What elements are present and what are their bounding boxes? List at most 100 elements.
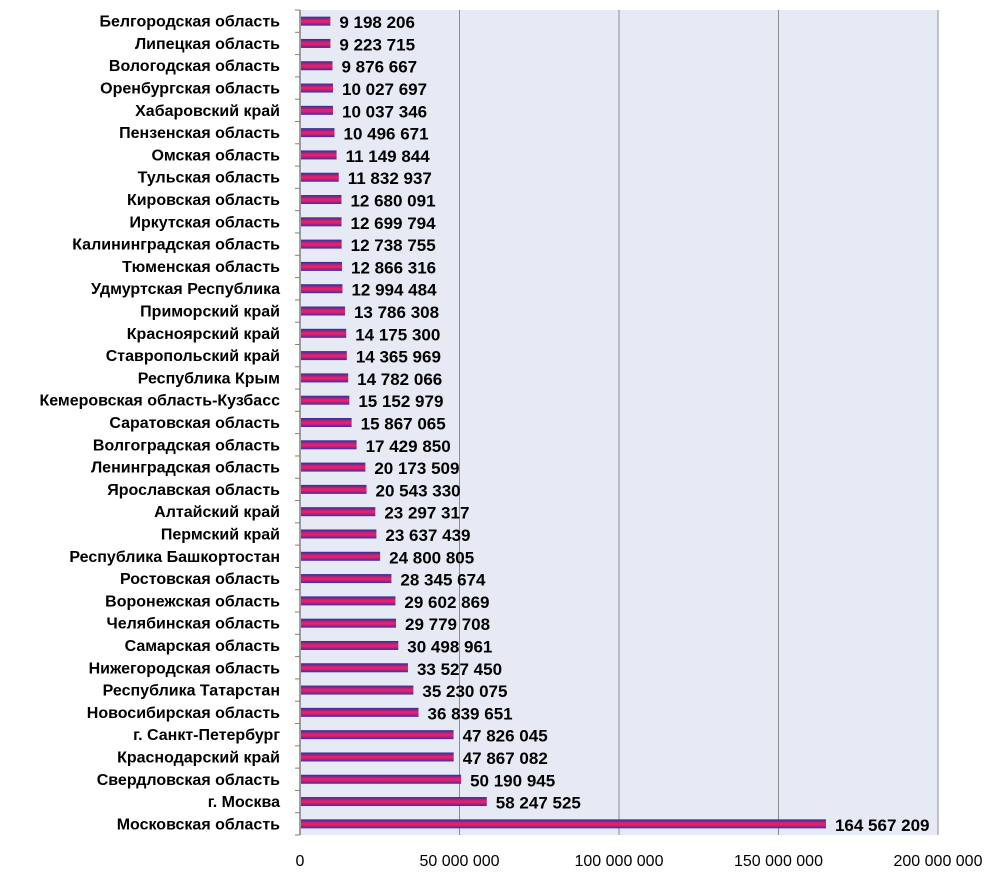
bar-23 [301,529,377,539]
category-label-32: г. Санкт-Петербург [133,727,280,744]
bar-13 [301,306,345,316]
value-label-6: 11 149 844 [346,147,431,166]
bar-29 [301,663,408,673]
category-label-35: г. Москва [208,794,280,811]
bar-26 [301,596,396,606]
bar-35 [301,797,487,807]
category-label-13: Приморский край [140,304,280,321]
bar-22 [301,507,376,517]
bar-14 [301,328,347,338]
value-label-36: 164 567 209 [835,816,930,835]
category-label-23: Пермский край [161,526,280,543]
value-label-34: 50 190 945 [470,771,555,790]
value-label-23: 23 637 439 [385,526,470,545]
category-label-1: Липецкая область [135,36,280,53]
x-axis-tick-labels: 0 50 000 000 100 000 000 150 000 000 200 000… [296,853,983,870]
category-label-16: Республика Крым [138,370,280,387]
value-label-26: 29 602 869 [404,593,489,612]
value-label-12: 12 994 484 [351,281,437,300]
bar-17 [301,395,350,405]
category-label-10: Калининградская область [72,237,280,254]
category-label-11: Тюменская область [122,259,280,276]
category-label-20: Ленинградская область [91,460,280,477]
bar-9 [301,217,342,227]
category-label-31: Новосибирская область [87,705,280,722]
bar-8 [301,195,342,205]
value-label-8: 12 680 091 [350,192,435,211]
bar-36 [301,819,826,829]
category-label-27: Челябинская область [107,616,281,633]
value-label-3: 10 027 697 [342,80,427,99]
bar-3 [301,83,333,93]
value-label-33: 47 867 082 [463,749,548,768]
value-label-30: 35 230 075 [422,682,507,701]
category-label-25: Ростовская область [120,571,280,588]
bar-7 [301,172,339,182]
x-tick-label-2: 100 000 000 [575,853,664,870]
bars [301,16,826,829]
bar-31 [301,707,419,717]
category-label-17: Кемеровская область-Кузбасс [39,393,280,410]
value-label-10: 12 738 755 [351,236,436,255]
value-label-28: 30 498 961 [407,637,492,656]
category-label-7: Тульская область [138,170,280,187]
bar-20 [301,462,366,472]
category-label-28: Самарская область [125,638,281,655]
x-tick-label-3: 150 000 000 [734,853,823,870]
category-label-19: Волгоградская область [93,437,280,454]
value-label-20: 20 173 509 [374,459,459,478]
bar-28 [301,640,399,650]
grid-lines [459,10,939,835]
bar-0 [301,16,331,26]
bar-6 [301,150,337,160]
bar-25 [301,574,392,584]
bar-12 [301,284,343,294]
value-label-15: 14 365 969 [356,348,441,367]
category-label-6: Омская область [151,147,280,164]
category-label-3: Оренбургская область [100,81,280,98]
category-label-8: Кировская область [127,192,280,209]
bar-33 [301,752,454,762]
category-label-5: Пензенская область [119,125,280,142]
category-label-33: Краснодарский край [117,749,280,766]
value-label-7: 11 832 937 [348,169,432,188]
bar-5 [301,128,335,138]
value-label-29: 33 527 450 [417,660,502,679]
value-label-22: 23 297 317 [384,504,469,523]
value-label-19: 17 429 850 [366,437,451,456]
bar-27 [301,618,396,628]
category-label-15: Ставропольский край [106,348,280,365]
bar-1 [301,38,331,48]
category-label-34: Свердловская область [97,772,280,789]
category-label-24: Республика Башкортостан [69,549,280,566]
bar-10 [301,239,342,249]
category-label-29: Нижегородская область [89,660,281,677]
value-labels: 9 198 206 9 223 715 9 876 667 10 027 697 10 … [339,13,929,835]
value-label-11: 12 866 316 [351,258,436,277]
category-label-36: Московская область [117,816,280,833]
value-label-35: 58 247 525 [496,794,581,813]
bar-2 [301,61,333,71]
x-tick-label-0: 0 [296,853,305,870]
category-label-18: Саратовская область [109,415,280,432]
value-label-5: 10 496 671 [343,125,428,144]
bar-18 [301,418,352,427]
value-label-32: 47 826 045 [463,727,548,746]
value-label-25: 28 345 674 [400,571,486,590]
value-label-21: 20 543 330 [376,481,461,500]
category-label-26: Воронежская область [105,593,280,610]
value-label-24: 24 800 805 [389,548,474,567]
bar-11 [301,261,343,271]
value-label-16: 14 782 066 [357,370,442,389]
bar-15 [301,351,347,361]
category-label-12: Удмуртская Республика [91,281,280,298]
bar-21 [301,484,367,494]
category-label-14: Красноярский край [127,326,280,343]
bar-30 [301,685,414,695]
bar-4 [301,105,334,115]
value-label-0: 9 198 206 [339,13,415,32]
value-label-14: 14 175 300 [355,325,440,344]
category-label-30: Республика Татарстан [103,683,280,700]
x-tick-label-4: 200 000 000 [894,853,983,870]
